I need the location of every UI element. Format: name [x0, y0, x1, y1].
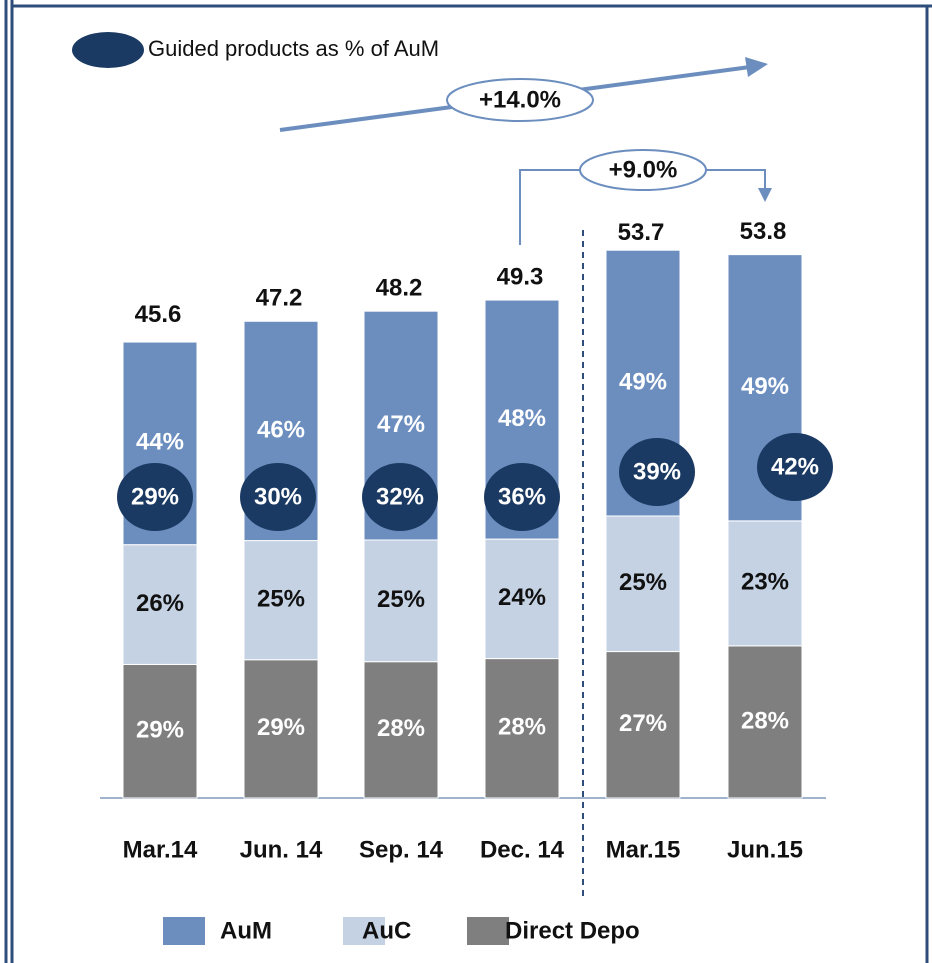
- segment-label: 47%: [377, 411, 425, 438]
- bar-segment: [605, 515, 681, 653]
- arrow-head: [745, 57, 768, 77]
- legend-label: Direct Depo: [505, 917, 640, 944]
- legend-swatch: [467, 917, 509, 945]
- total-label: 49.3: [497, 263, 544, 290]
- guided-label: 36%: [498, 483, 546, 510]
- segment-label: 28%: [377, 715, 425, 742]
- segment-label: 27%: [619, 710, 667, 737]
- x-tick-label: Dec. 14: [480, 836, 565, 863]
- total-label: 47.2: [256, 285, 303, 312]
- guided-bubble: [117, 463, 193, 531]
- guided-label: 42%: [771, 453, 819, 480]
- x-tick-label: Jun.15: [727, 836, 803, 863]
- bar-segment: [727, 520, 803, 647]
- legend-guided-label: Guided products as % of AuM: [148, 36, 439, 61]
- total-label: 48.2: [376, 275, 423, 302]
- arrow-head: [758, 188, 772, 202]
- segment-label: 26%: [136, 590, 184, 617]
- bar-segment: [243, 540, 319, 661]
- x-tick-label: Jun. 14: [240, 836, 323, 863]
- bar-segment: [122, 544, 198, 665]
- segment-label: 25%: [257, 586, 305, 613]
- bar-segment: [605, 651, 681, 799]
- annotation: +9.0%: [609, 156, 678, 183]
- segment-label: 28%: [741, 707, 789, 734]
- segment-label: 28%: [498, 714, 546, 741]
- guided-label: 29%: [131, 483, 179, 510]
- legend-swatch: [163, 917, 205, 945]
- guided-bubble: [240, 463, 316, 531]
- total-label: 45.6: [135, 301, 182, 328]
- annotation: +14.0%: [479, 86, 561, 113]
- guided-label: 39%: [633, 458, 681, 485]
- guided-bubble: [757, 433, 833, 501]
- segment-label: 25%: [377, 586, 425, 613]
- bar-segment: [727, 645, 803, 799]
- guided-bubble: [619, 438, 695, 506]
- segment-label: 46%: [257, 416, 305, 443]
- legend-swatch: [343, 917, 385, 945]
- segment-label: 44%: [136, 429, 184, 456]
- guided-label: 32%: [376, 483, 424, 510]
- segment-label: 23%: [741, 569, 789, 596]
- total-label: 53.7: [618, 219, 665, 246]
- guided-bubble: [484, 463, 560, 531]
- x-tick-label: Sep. 14: [359, 836, 444, 863]
- bar-segment: [122, 663, 198, 799]
- annotation-bubble: [446, 78, 594, 122]
- bar-segment: [363, 661, 439, 799]
- guided-bubble: [362, 463, 438, 531]
- segment-label: 49%: [619, 368, 667, 395]
- legend-guided-swatch: [72, 32, 144, 68]
- x-tick-label: Mar.14: [123, 836, 198, 863]
- legend-label: AuC: [362, 917, 411, 944]
- segment-label: 29%: [136, 717, 184, 744]
- segment-label: 49%: [741, 373, 789, 400]
- annotation-bubble: [579, 149, 707, 191]
- total-label: 53.8: [740, 218, 787, 245]
- guided-label: 30%: [254, 483, 302, 510]
- legend-label: AuM: [220, 917, 272, 944]
- segment-label: 25%: [619, 569, 667, 596]
- segment-label: 24%: [498, 584, 546, 611]
- bar-segment: [484, 538, 560, 660]
- bar-segment: [484, 658, 560, 799]
- segment-label: 48%: [498, 405, 546, 432]
- segment-label: 29%: [257, 714, 305, 741]
- x-tick-label: Mar.15: [606, 836, 681, 863]
- bar-segment: [243, 659, 319, 799]
